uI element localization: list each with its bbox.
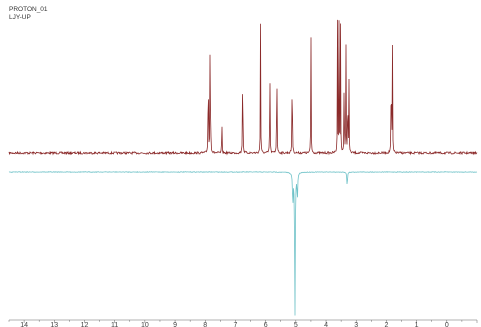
x-tick-label: 2 bbox=[384, 322, 388, 327]
x-tick-label: 11 bbox=[111, 322, 118, 327]
x-tick-label: 9 bbox=[173, 322, 177, 327]
proton-spectrum-trace bbox=[8, 19, 478, 156]
experiment-name: PROTON_01 bbox=[9, 6, 48, 13]
x-tick-label: 12 bbox=[81, 322, 89, 327]
x-tick-label: 8 bbox=[203, 322, 207, 327]
x-tick-label: 0 bbox=[445, 322, 449, 327]
x-tick-label: 1 bbox=[415, 322, 419, 327]
x-tick-label: 6 bbox=[264, 322, 268, 327]
x-tick-label: 3 bbox=[354, 322, 358, 327]
x-axis-ticks: 14 13 12 11 10 9 8 7 6 5 4 3 2 1 0 bbox=[8, 320, 478, 327]
x-tick-label: 13 bbox=[50, 322, 58, 327]
sample-name: LJY-UP bbox=[9, 14, 31, 21]
x-tick-label: 5 bbox=[294, 322, 298, 327]
x-tick-label: 4 bbox=[324, 322, 328, 327]
spectrum-header: PROTON_01 LJY-UP bbox=[9, 6, 48, 22]
x-tick-label: 14 bbox=[20, 322, 28, 327]
dept-spectrum-trace bbox=[8, 171, 478, 316]
x-tick-label: 10 bbox=[141, 322, 149, 327]
x-tick-label: 7 bbox=[233, 322, 237, 327]
